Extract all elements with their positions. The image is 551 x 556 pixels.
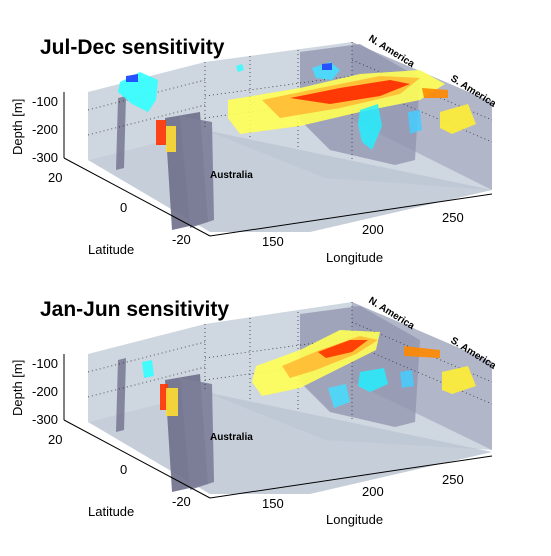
latitude-axis-label: Latitude <box>88 242 134 257</box>
blob-yellow-west <box>166 126 176 152</box>
depth-tick: -100 <box>32 356 58 371</box>
blob-yellow-east <box>440 104 476 134</box>
latitude-tick: 20 <box>48 170 62 185</box>
blob-cyan-east <box>400 370 414 388</box>
blob-yellow-west <box>166 388 178 416</box>
longitude-axis-label: Longitude <box>326 250 383 265</box>
depth-tick: -200 <box>32 122 58 137</box>
blob-cyan-mid <box>358 368 388 392</box>
blob-yellow-east <box>442 366 476 394</box>
land-west-strip <box>116 358 126 432</box>
blob-cyan-east <box>408 110 422 134</box>
longitude-tick: 200 <box>362 222 384 237</box>
longitude-tick: 250 <box>442 472 464 487</box>
latitude-tick: 0 <box>120 462 127 477</box>
longitude-tick: 250 <box>442 210 464 225</box>
blob-cyan-north <box>312 62 340 80</box>
blob-cyan-small <box>236 64 244 72</box>
axis-box <box>63 354 493 499</box>
region-label: Australia <box>210 432 253 443</box>
latitude-tick: -20 <box>172 232 191 247</box>
blob-orange-east <box>404 346 440 358</box>
longitude-tick: 200 <box>362 484 384 499</box>
panel-jan-jun <box>63 302 493 499</box>
blob-cyan-nw <box>142 360 154 378</box>
depth-tick: -100 <box>32 94 58 109</box>
depth-tick: -300 <box>32 150 58 165</box>
land-west-strip <box>116 96 126 170</box>
blob-blue-nw <box>126 74 138 82</box>
depth-axis-label: Depth [m] <box>10 360 25 416</box>
blob-red-main <box>318 340 368 358</box>
grid-lines <box>87 302 493 422</box>
depth-axis-label: Depth [m] <box>10 99 25 155</box>
blob-red-west <box>156 120 166 145</box>
latitude-tick: 20 <box>48 432 62 447</box>
land-australia-b <box>180 378 214 490</box>
blob-orange-east <box>422 88 448 98</box>
region-label: Australia <box>210 170 253 181</box>
land-australia-b <box>180 116 214 228</box>
depth-tick: -200 <box>32 384 58 399</box>
axis-box <box>63 92 493 237</box>
depth-tick: -300 <box>32 412 58 427</box>
blob-red-main <box>290 80 410 104</box>
latitude-tick: -20 <box>172 494 191 509</box>
blob-blue-north <box>322 63 332 70</box>
longitude-tick: 150 <box>262 496 284 511</box>
chart-title: Jul-Dec sensitivity <box>40 36 225 59</box>
longitude-tick: 150 <box>262 234 284 249</box>
chart-title: Jan-Jun sensitivity <box>40 298 229 321</box>
latitude-tick: 0 <box>120 200 127 215</box>
longitude-axis-label: Longitude <box>326 512 383 527</box>
blob-cyan-low <box>328 384 350 408</box>
latitude-axis-label: Latitude <box>88 504 134 519</box>
panel-jul-dec <box>63 42 493 237</box>
blob-cyan-mid <box>358 104 382 150</box>
